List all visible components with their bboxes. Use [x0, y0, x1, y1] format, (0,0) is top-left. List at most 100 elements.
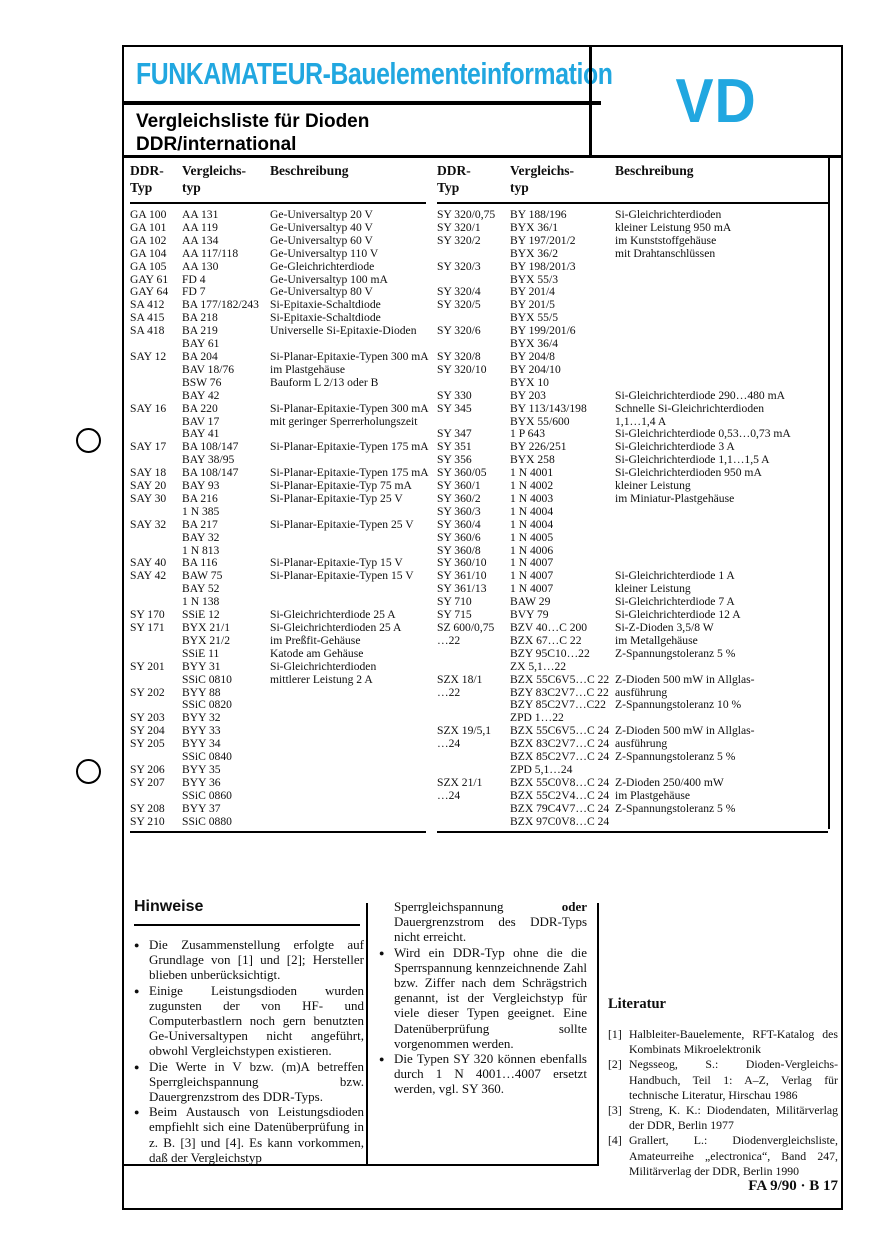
table-cell: BY 226/251 [510, 440, 567, 454]
table-row: BYX 55/5 [437, 311, 828, 325]
table-cell: BY 199/201/6 [510, 324, 576, 338]
table-cell: Si-Gleichrichterdiode 1,1…1,5 A [615, 453, 770, 467]
table-cell: BAY 32 [182, 530, 220, 544]
table-cell: SY 361/13 [437, 582, 487, 596]
notes-heading-rule [134, 924, 360, 926]
table-row: SY 201 BYY 31 Si-Gleichrichterdioden [130, 660, 426, 674]
table-cell: GA 104 [130, 246, 167, 260]
table-row: SY 320/2 BY 197/201/2 im Kunststoffgehäuse [437, 234, 828, 248]
table-cell: 1 P 643 [510, 427, 546, 441]
table-cell: SY 330 [437, 388, 472, 402]
table-cell: Si-Gleichrichterdioden [615, 208, 722, 221]
table-row: BZY 85C2V7…C22 Z-Spannungstoleranz 10 % [437, 699, 828, 712]
table-cell: FD 4 [182, 272, 206, 286]
table-cell: FD 7 [182, 285, 206, 299]
table-row: SY 320/0,75 BY 188/196 Si-Gleichrichterdio… [437, 208, 828, 222]
category-code: VD [675, 66, 758, 136]
table-cell: SY 320/4 [437, 285, 481, 299]
table-cell: mit Drahtanschlüssen [615, 246, 716, 260]
table-cell: 1 N 4004 [510, 517, 554, 531]
table-cell: BZX 85C2V7…C 24 [510, 750, 610, 764]
table-cell [437, 661, 510, 674]
table-cell: BYX 55/3 [510, 272, 558, 286]
reference-item: [4] Grallert, L.: Diodenvergleichsliste, … [608, 1133, 838, 1178]
table-cell: BYY 32 [182, 711, 221, 725]
table-cell: Si-Planar-Epitaxie-Typ 75 mA [270, 479, 412, 493]
table-row: SY 710 BAW 29 Si-Gleichrichterdiode 7 A [437, 595, 828, 609]
table-cell [437, 764, 510, 777]
table-cell: Si-Planar-Epitaxie-Typ 25 V [270, 491, 403, 505]
table-row: 1 N 385 [130, 505, 426, 519]
table-cell: im Plastgehäuse [270, 362, 346, 376]
note-bullet: Die Typen SY 320 können ebenfalls durch … [379, 1051, 587, 1097]
table-cell: Si-Gleichrichterdiode 0,53…0,73 mA [615, 427, 791, 441]
table-row: BAY 32 [130, 530, 426, 545]
table-row: BZX 85C2V7…C 24 Z-Spannungstoleranz 5 % [437, 750, 828, 764]
table-cell: SY 170 [130, 608, 165, 622]
table-cell: im Metallgehäuse [615, 633, 698, 647]
table-cell: BYX 36/4 [510, 337, 558, 351]
table-body: GA 100 AA 131 Ge-Universaltyp 20 V GA 101 AA… [130, 204, 429, 833]
table-cell: Bauform L 2/13 oder B [270, 375, 379, 389]
table-row: …24 BZX 83C2V7…C 24 ausführung [437, 737, 828, 751]
table-cell: BAW 29 [510, 595, 551, 609]
table-cell: BYY 35 [182, 762, 221, 776]
table-cell: im Miniatur-Plastgehäuse [615, 491, 735, 505]
document-title-line1: Vergleichsliste für Dioden [136, 111, 370, 132]
table-cell: BY 204/8 [510, 349, 555, 363]
table-cell [130, 583, 182, 596]
table-cell: BAV 18/76 [182, 362, 235, 376]
table-cell [615, 274, 828, 287]
table-row: SY 171 BYX 21/1 Si-Gleichrichterdioden 25 … [130, 621, 426, 635]
table-cell: BYX 36/1 [510, 220, 558, 234]
table-cell: 1 N 4001 [510, 466, 554, 480]
table-cell: BAY 93 [182, 479, 220, 493]
table-row: …22 BZY 83C2V7…C 22 ausführung [437, 686, 828, 700]
table-cell: kleiner Leistung [615, 479, 691, 493]
table-cell: Ge-Universaltyp 20 V [270, 208, 373, 221]
table-cell: AA 119 [182, 220, 218, 234]
table-cell: Si-Gleichrichterdiode 7 A [615, 595, 735, 609]
table-row: SSiC 0820 [130, 699, 426, 712]
table-cell: Ge-Universaltyp 110 V [270, 246, 379, 260]
table-row: SY 715 BVY 79 Si-Gleichrichterdiode 12 A [437, 608, 828, 622]
table-cell: SY 360/6 [437, 530, 481, 544]
table-cell: SSiC 0810 [182, 672, 232, 686]
table-cell: Ge-Universaltyp 100 mA [270, 272, 388, 286]
table-cell: 1 N 4007 [510, 582, 554, 596]
table-cell: SAY 12 [130, 349, 167, 363]
table-cell: BAY 38/95 [182, 453, 235, 467]
table-row: SSiE 11 Katode am Gehäuse [130, 647, 426, 661]
table-cell: BY 201/5 [510, 298, 555, 312]
header-divider [589, 47, 592, 155]
table-cell: SY 208 [130, 801, 165, 815]
table-cell: Si-Gleichrichterdiode 12 A [615, 608, 741, 622]
column-divider [597, 903, 599, 1165]
table-cell: Si-Gleichrichterdioden 950 mA [615, 466, 762, 480]
table-row: BZX 97C0V8…C 24 [437, 815, 828, 829]
table-right-rule [828, 158, 830, 829]
table-cell [270, 532, 426, 545]
table-row: SAY 18 BA 108/147 Si-Planar-Epitaxie-Typen… [130, 466, 429, 480]
table-row: BAY 41 [130, 427, 426, 441]
table-cell: BZX 83C2V7…C 24 [510, 737, 610, 751]
header-rule [124, 155, 841, 158]
table-cell: BY 203 [510, 388, 546, 402]
column-header-beschreibung: Beschreibung [615, 163, 694, 178]
notes-heading: Hinweise [134, 898, 204, 915]
table-cell: BYX 21/1 [182, 621, 230, 634]
table-cell: SY 715 [437, 608, 472, 622]
notes-column-middle: Sperrgleichspannung oder Dauergrenzstrom… [379, 899, 587, 1097]
table-cell: BA 177/182/243 [182, 298, 259, 312]
table-row: ZX 5,1…22 [437, 660, 828, 674]
table-cell [130, 506, 182, 519]
diode-table-right: DDR- Typ Vergleichs-typ Beschreibung SY 3… [437, 160, 828, 833]
table-cell: Si-Z-Dioden 3,5/8 W [615, 621, 714, 634]
table-cell: SAY 16 [130, 401, 167, 415]
column-header-beschreibung: Beschreibung [270, 163, 349, 178]
table-cell: SY 320/10 [437, 362, 487, 376]
table-cell [130, 377, 182, 390]
table-cell: SAY 30 [130, 491, 167, 505]
table-cell: SA 418 [130, 324, 165, 338]
references-section: Literatur [1] Halbleiter-Bauelemente, RFT… [608, 996, 838, 1179]
